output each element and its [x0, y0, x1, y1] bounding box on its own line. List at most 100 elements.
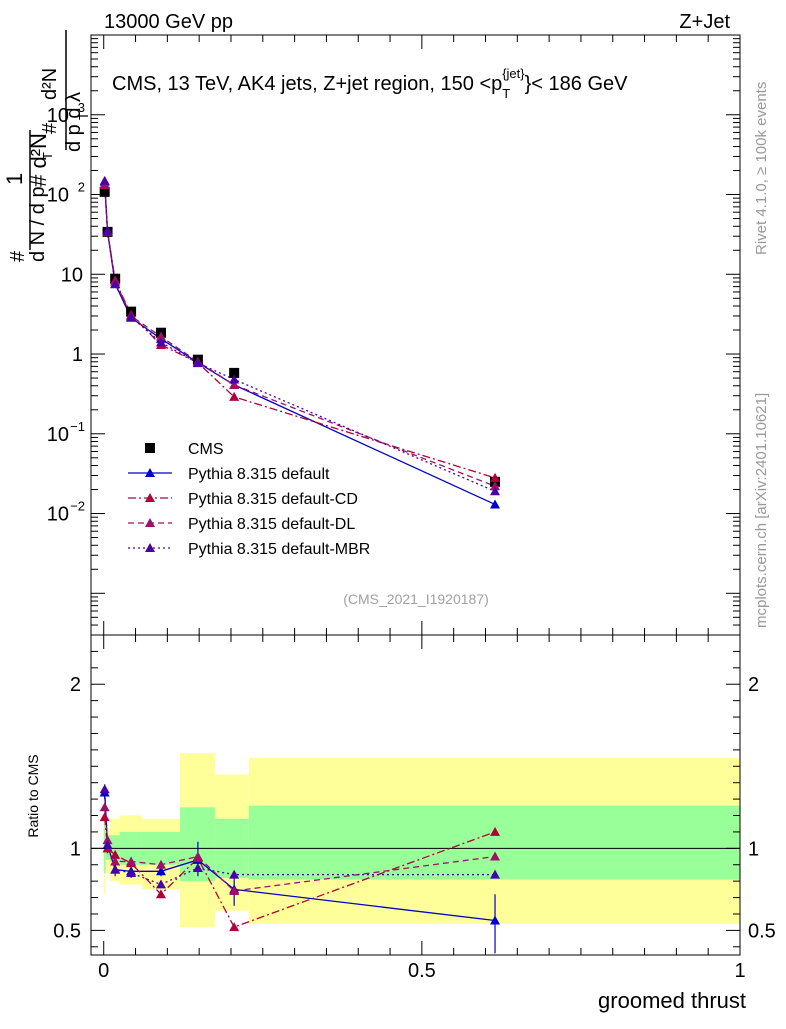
ratio-frame [90, 634, 741, 956]
legend-marker-pythia-8-315-default-dl [145, 518, 155, 527]
ylabel-dn-dpt: d N / d p [27, 186, 49, 262]
legend-label-pythia-8-315-default-mbr: Pythia 8.315 default-MBR [188, 541, 370, 558]
ylabel-hash-top: # [39, 122, 61, 134]
main-point-pythia-8-315-default-dl-4 [155, 331, 166, 341]
ylabel-hash-left: # [7, 250, 29, 262]
ratio-point-pythia-8-315-default-mbr-5 [192, 863, 203, 873]
ratio-point-pythia-8-315-default-mbr-1 [102, 840, 113, 850]
ylabel-T1: T [40, 152, 55, 160]
title-sub-T: T [502, 86, 510, 101]
main-point-pythia-8-315-default-cd-6 [229, 391, 240, 401]
x-tick-label-2: 1 [734, 960, 745, 982]
ratio-point-pythia-8-315-default-dl-1 [102, 835, 113, 845]
ylabel-d2N: d²N [39, 68, 61, 100]
title-tail: }< 186 GeV [525, 73, 629, 95]
ratio-uncertainty-bands [91, 753, 740, 928]
ratio-point-pythia-8-315-default-dl-6 [229, 886, 240, 895]
ratio-point-pythia-8-315-default-7 [490, 915, 501, 925]
x-axis-label: groomed thrust [598, 988, 746, 1013]
band-inner-bin-7 [248, 805, 740, 880]
ratio-point-pythia-8-315-default-mbr-3 [126, 867, 137, 877]
rivet-label: Rivet 4.1.0, ≥ 100k events [753, 82, 770, 255]
series-markers [99, 175, 501, 932]
ratio-point-pythia-8-315-default-mbr-0 [99, 784, 110, 794]
legend-marker-pythia-8-315-default-cd [145, 493, 155, 502]
ratio-ytick-label-left-2: 2 [70, 674, 81, 696]
main-point-pythia-8-315-default-mbr-0 [99, 175, 110, 185]
ratio-point-pythia-8-315-default-cd-4 [155, 889, 166, 899]
main-point-pythia-8-315-default-7 [490, 499, 501, 509]
ratio-ytick-label-right-1: 1 [748, 838, 759, 860]
legend-marker-pythia-8-315-default-mbr [145, 543, 155, 552]
main-point-pythia-8-315-default-mbr-7 [490, 486, 501, 496]
main-ylabel-fraction: # 1 d N / d p T d²N # d p d λ T [2, 30, 91, 262]
ratio-point-pythia-8-315-default-4 [155, 866, 166, 876]
mcplots-label: mcplots.cern.ch [arXiv:2401.10621] [753, 393, 770, 628]
ratio-point-pythia-8-315-default-dl-7 [490, 851, 501, 861]
legend-label-cms: CMS [188, 441, 224, 458]
legend-label-pythia-8-315-default: Pythia 8.315 default [188, 466, 330, 483]
ratio-ylabel: Ratio to CMS [25, 754, 41, 837]
ratio-point-pythia-8-315-default-dl-3 [126, 856, 137, 866]
ratio-point-pythia-8-315-default-dl-2 [110, 856, 121, 866]
main-ytick-label-5: 10 [47, 105, 69, 127]
ratio-point-pythia-8-315-default-cd-0 [99, 812, 110, 822]
main-ytick-label-3: 10 [61, 264, 83, 286]
legend-label-pythia-8-315-default-dl: Pythia 8.315 default-DL [188, 516, 355, 533]
ratio-point-pythia-8-315-default-cd-6 [229, 922, 240, 932]
ratio-point-pythia-8-315-default-mbr-4 [155, 879, 166, 889]
analysis-id: (CMS_2021_I1920187) [343, 591, 489, 607]
main-point-pythia-8-315-default-mbr-6 [229, 374, 240, 384]
x-tick-label-1: 0.5 [408, 960, 436, 982]
ratio-line-pythia-8-315-default-dl [104, 807, 496, 892]
ratio-ytick-label-left-1: 1 [70, 838, 81, 860]
chart-title: CMS, 13 TeV, AK4 jets, Z+jet region, 150… [112, 66, 628, 101]
main-point-pythia-8-315-default-dl-7 [490, 481, 501, 491]
main-ytick-exp-5: 3 [78, 100, 85, 115]
main-ytick-label-0: 10 [47, 504, 69, 526]
ratio-point-pythia-8-315-default-dl-4 [155, 859, 166, 869]
legend-label-pythia-8-315-default-cd: Pythia 8.315 default-CD [188, 491, 358, 508]
main-point-pythia-8-315-default-mbr-5 [192, 358, 203, 368]
main-ytick-exp-1: −1 [70, 419, 85, 434]
ratio-point-pythia-8-315-default-dl-0 [99, 802, 110, 812]
legend: CMS Pythia 8.315 default Pythia 8.315 defa… [128, 441, 370, 558]
main-point-cms-0 [99, 186, 110, 197]
main-line-pythia-8-315-default-mbr [104, 180, 496, 492]
main-line-pythia-8-315-default-dl [104, 184, 496, 487]
main-ytick-exp-0: −2 [70, 499, 85, 514]
main-point-cms-6 [229, 367, 240, 378]
main-point-pythia-8-315-default-mbr-2 [110, 279, 121, 289]
main-point-pythia-8-315-default-cd-7 [490, 472, 501, 482]
ylabel-one: 1 [2, 173, 27, 185]
main-ytick-label-1: 10 [47, 424, 69, 446]
ratio-point-pythia-8-315-default-cd-2 [110, 849, 121, 859]
title-sup-jet: {jet} [502, 66, 525, 81]
ylabel-dpt-dl: d p d λ [63, 92, 85, 152]
main-line-pythia-8-315-default-cd [104, 185, 496, 479]
main-ytick-label-2: 1 [72, 344, 83, 366]
header-right-label: Z+Jet [679, 11, 730, 33]
ratio-ytick-label-right-0: 0.5 [748, 920, 776, 942]
main-ytick-label-4: 10 [47, 185, 69, 207]
header-left-label: 13000 GeV pp [104, 11, 233, 33]
ylabel-T2: T [76, 112, 91, 120]
main-point-pythia-8-315-default-mbr-4 [155, 337, 166, 347]
main-point-pythia-8-315-default-dl-6 [229, 379, 240, 389]
ratio-point-pythia-8-315-default-cd-7 [490, 826, 501, 836]
ratio-point-pythia-8-315-default-mbr-6 [229, 869, 240, 879]
x-tick-label-0: 0 [98, 960, 109, 982]
main-point-pythia-8-315-default-mbr-1 [102, 225, 113, 235]
ratio-point-pythia-8-315-default-mbr-7 [490, 869, 501, 879]
ratio-ytick-label-left-0: 0.5 [53, 920, 81, 942]
ratio-ytick-label-right-2: 2 [748, 674, 759, 696]
legend-marker-pythia-8-315-default [145, 468, 155, 477]
title-main: CMS, 13 TeV, AK4 jets, Z+jet region, 150… [112, 73, 502, 95]
legend-marker-cms [145, 443, 155, 453]
ratio-point-pythia-8-315-default-mbr-2 [110, 864, 121, 874]
main-ytick-exp-4: 2 [78, 180, 85, 195]
ratio-point-pythia-8-315-default-dl-5 [192, 851, 203, 861]
